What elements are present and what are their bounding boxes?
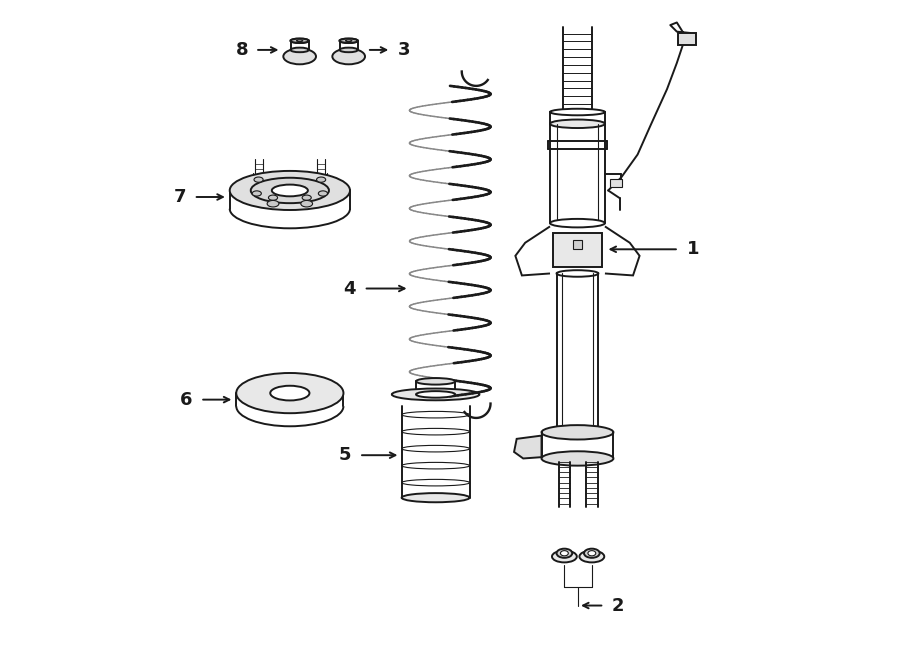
Ellipse shape xyxy=(542,451,614,465)
Ellipse shape xyxy=(550,219,605,227)
Ellipse shape xyxy=(339,38,358,43)
Ellipse shape xyxy=(561,551,568,556)
Ellipse shape xyxy=(416,391,455,398)
Ellipse shape xyxy=(552,551,577,563)
Ellipse shape xyxy=(284,48,316,64)
Ellipse shape xyxy=(392,389,480,401)
Ellipse shape xyxy=(272,185,308,197)
Text: 5: 5 xyxy=(338,446,351,464)
Ellipse shape xyxy=(556,549,572,558)
Ellipse shape xyxy=(550,120,605,128)
Ellipse shape xyxy=(346,40,352,42)
Ellipse shape xyxy=(267,201,279,207)
Polygon shape xyxy=(514,436,542,459)
Bar xyxy=(553,233,602,267)
Ellipse shape xyxy=(270,386,310,401)
Ellipse shape xyxy=(317,177,326,182)
Text: 3: 3 xyxy=(398,41,410,59)
Ellipse shape xyxy=(296,40,303,42)
Bar xyxy=(678,33,697,45)
Bar xyxy=(610,179,622,187)
Text: 1: 1 xyxy=(687,240,699,258)
Ellipse shape xyxy=(291,38,309,43)
Ellipse shape xyxy=(550,120,605,127)
Ellipse shape xyxy=(339,48,358,52)
Ellipse shape xyxy=(339,38,358,43)
Ellipse shape xyxy=(332,48,365,64)
Ellipse shape xyxy=(302,195,311,201)
Text: 6: 6 xyxy=(180,391,193,408)
Ellipse shape xyxy=(252,191,261,196)
Ellipse shape xyxy=(584,549,599,558)
Ellipse shape xyxy=(556,270,599,277)
Ellipse shape xyxy=(230,171,350,210)
Ellipse shape xyxy=(588,551,596,556)
Text: 2: 2 xyxy=(612,596,625,614)
Ellipse shape xyxy=(550,109,605,115)
Bar xyxy=(573,240,581,249)
Ellipse shape xyxy=(254,177,263,182)
Ellipse shape xyxy=(301,201,312,207)
Ellipse shape xyxy=(580,551,604,563)
Ellipse shape xyxy=(291,48,309,52)
Text: 4: 4 xyxy=(344,279,356,297)
Ellipse shape xyxy=(542,425,614,440)
Ellipse shape xyxy=(268,195,277,201)
Ellipse shape xyxy=(401,493,470,502)
Ellipse shape xyxy=(291,38,309,43)
Text: 7: 7 xyxy=(174,188,186,206)
Ellipse shape xyxy=(237,373,344,413)
Ellipse shape xyxy=(251,178,328,203)
Ellipse shape xyxy=(416,378,455,385)
Text: 8: 8 xyxy=(236,41,248,59)
Ellipse shape xyxy=(319,191,328,196)
